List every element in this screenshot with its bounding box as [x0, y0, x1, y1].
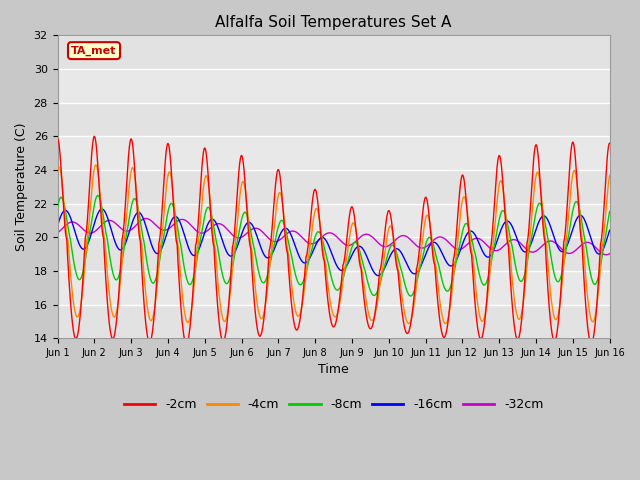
- Bar: [58, 36, 610, 69]
- Legend: -2cm, -4cm, -8cm, -16cm, -32cm: -2cm, -4cm, -8cm, -16cm, -32cm: [119, 393, 548, 416]
- Bar: [58, 170, 610, 204]
- Title: Alfalfa Soil Temperatures Set A: Alfalfa Soil Temperatures Set A: [216, 15, 452, 30]
- Text: TA_met: TA_met: [71, 46, 116, 56]
- X-axis label: Time: Time: [318, 363, 349, 376]
- Y-axis label: Soil Temperature (C): Soil Temperature (C): [15, 122, 28, 251]
- Bar: [58, 103, 610, 136]
- Bar: [58, 305, 610, 338]
- Bar: [58, 237, 610, 271]
